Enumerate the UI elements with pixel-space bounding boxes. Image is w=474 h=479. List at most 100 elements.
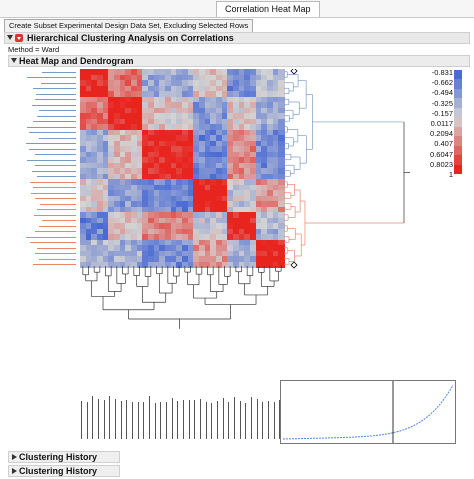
heatmap-cell: [216, 239, 223, 246]
legend-tick-label: -0.325: [431, 98, 453, 108]
heatmap-cell: [250, 146, 257, 153]
heatmap-cell: [261, 245, 268, 252]
column-dendrogram: [82, 266, 282, 330]
heatmap-cell: [261, 261, 268, 268]
heatmap-cell: [221, 206, 228, 213]
heatmap-cell: [119, 245, 126, 252]
heatmap-cell: [278, 217, 285, 224]
heatmap-cell: [80, 184, 87, 191]
heatmap-cell: [170, 223, 177, 230]
triangle-right-icon[interactable]: [12, 468, 17, 474]
heatmap-cell: [238, 223, 245, 230]
heatmap-cell: [142, 91, 149, 98]
heatmap-cell: [216, 151, 223, 158]
heatmap-cell: [131, 80, 138, 87]
triangle-down-icon[interactable]: [11, 58, 17, 63]
heatmap-cell: [278, 239, 285, 246]
heatmap-cell: [187, 151, 194, 158]
heatmap-cell: [136, 184, 143, 191]
create-subset-button[interactable]: Create Subset Experimental Design Data S…: [4, 19, 254, 33]
heatmap-outline-header[interactable]: Heat Map and Dendrogram: [8, 55, 470, 67]
heatmap-cell: [125, 162, 132, 169]
heatmap-cell: [267, 129, 274, 136]
red-triangle-menu-icon[interactable]: [15, 34, 23, 42]
heatmap-cell: [233, 173, 240, 180]
clustering-history-header-2[interactable]: Clustering History: [8, 465, 120, 477]
heatmap-cell: [272, 228, 279, 235]
heatmap-cell: [210, 118, 217, 125]
clustering-outline-header[interactable]: Hierarchical Clustering Analysis on Corr…: [4, 32, 470, 44]
heatmap-cell: [182, 107, 189, 114]
triangle-right-icon[interactable]: [12, 454, 17, 460]
tab-correlation-heat-map[interactable]: Correlation Heat Map: [216, 1, 320, 17]
heatmap-cell: [233, 80, 240, 87]
heatmap-cell: [153, 162, 160, 169]
heatmap-cell: [221, 85, 228, 92]
heatmap-cell: [261, 173, 268, 180]
heatmap-cell: [148, 113, 155, 120]
heatmap-cell: [142, 173, 149, 180]
heatmap-cell: [108, 80, 115, 87]
row-label: [22, 208, 78, 212]
heatmap-cell: [278, 129, 285, 136]
heatmap-cell: [114, 217, 121, 224]
heatmap-cell: [153, 206, 160, 213]
heatmap-cell: [238, 96, 245, 103]
row-label: [22, 158, 78, 162]
heatmap-cell: [267, 69, 274, 76]
heatmap-cell: [238, 217, 245, 224]
heatmap-cell: [221, 96, 228, 103]
heatmap-cell: [125, 146, 132, 153]
correlation-heatmap[interactable]: [80, 69, 285, 268]
heatmap-cell: [221, 107, 228, 114]
row-label: [22, 191, 78, 195]
heatmap-cell: [227, 206, 234, 213]
triangle-down-icon[interactable]: [7, 35, 13, 40]
heatmap-cell: [233, 184, 240, 191]
heatmap-cell: [238, 107, 245, 114]
heatmap-cell: [233, 118, 240, 125]
heatmap-cell: [148, 168, 155, 175]
heatmap-cell: [272, 184, 279, 191]
heatmap-cell: [278, 151, 285, 158]
distance-plot[interactable]: [280, 380, 456, 444]
heatmap-cell: [153, 140, 160, 147]
heatmap-cell: [165, 184, 172, 191]
clustering-history-header-1[interactable]: Clustering History: [8, 451, 120, 463]
heatmap-cell: [210, 217, 217, 224]
heatmap-cell: [102, 212, 109, 219]
heatmap-cell: [114, 151, 121, 158]
heatmap-cell: [148, 190, 155, 197]
heatmap-cell: [153, 151, 160, 158]
heatmap-cell: [187, 124, 194, 131]
column-label: [261, 395, 265, 441]
heatmap-cell: [199, 217, 206, 224]
heatmap-cell: [176, 239, 183, 246]
heatmap-cell: [238, 135, 245, 142]
heatmap-cell: [272, 157, 279, 164]
heatmap-cell: [97, 184, 104, 191]
heatmap-cell: [272, 234, 279, 241]
heatmap-cell: [187, 206, 194, 213]
heatmap-cell: [187, 96, 194, 103]
heatmap-cell: [261, 239, 268, 246]
heatmap-cell: [148, 151, 155, 158]
heatmap-cell: [204, 206, 211, 213]
column-label: [193, 395, 197, 441]
heatmap-cell: [255, 129, 262, 136]
heatmap-cell: [97, 157, 104, 164]
column-label: [137, 395, 141, 441]
heatmap-cell: [272, 245, 279, 252]
heatmap-cell: [182, 113, 189, 120]
heatmap-cell: [278, 80, 285, 87]
heatmap-cell: [119, 261, 126, 268]
heatmap-cell: [136, 228, 143, 235]
heatmap-cell: [216, 223, 223, 230]
heatmap-cell: [250, 135, 257, 142]
heatmap-cell: [159, 245, 166, 252]
heatmap-cell: [227, 113, 234, 120]
heatmap-cell: [119, 69, 126, 76]
heatmap-cell: [199, 190, 206, 197]
heatmap-cell: [153, 107, 160, 114]
heatmap-cell: [216, 256, 223, 263]
